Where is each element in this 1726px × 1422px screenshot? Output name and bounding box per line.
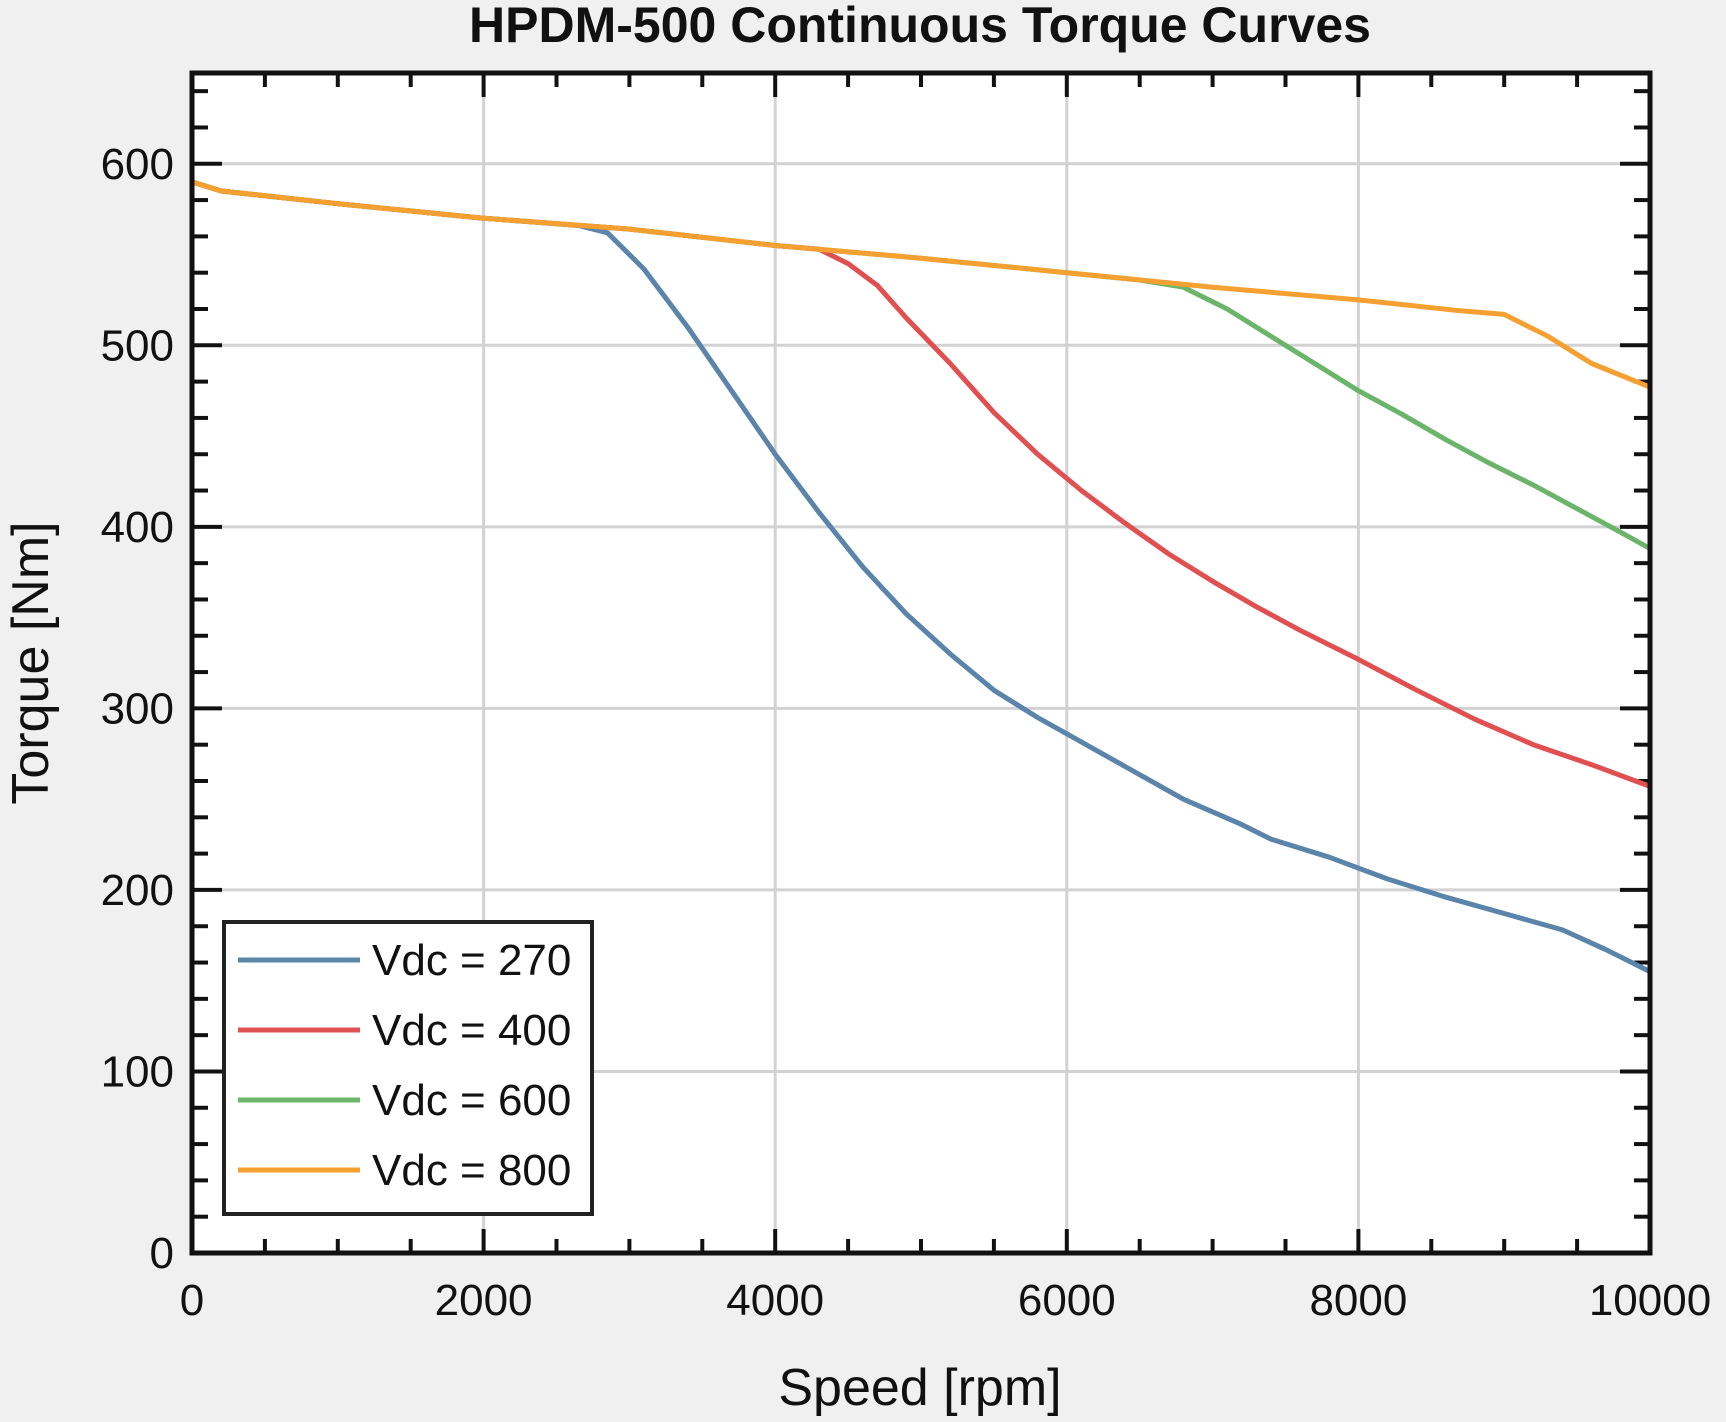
x-tick-label: 8000	[1309, 1276, 1407, 1325]
y-tick-label: 600	[101, 140, 174, 189]
y-tick-label: 300	[101, 684, 174, 733]
series-lines	[189, 179, 1653, 975]
x-tick-label: 6000	[1018, 1276, 1116, 1325]
chart-title: HPDM-500 Continuous Torque Curves	[469, 0, 1371, 53]
y-tick-label: 200	[101, 866, 174, 915]
y-axis-label: Torque [Nm]	[2, 521, 60, 804]
legend-label-3: Vdc = 600	[372, 1076, 571, 1125]
tick-labels: 0 2000 4000 6000 8000 10000 0 100 200 300 400 500 60…	[101, 140, 1712, 1325]
x-axis-label: Speed [rpm]	[778, 1359, 1061, 1417]
y-tick-label: 500	[101, 321, 174, 370]
legend-label-1: Vdc = 270	[372, 936, 571, 985]
legend-label-2: Vdc = 400	[372, 1006, 571, 1055]
x-tick-label: 2000	[435, 1276, 533, 1325]
x-tick-label: 4000	[726, 1276, 824, 1325]
grid-lines	[192, 73, 1650, 1253]
y-tick-label: 100	[101, 1047, 174, 1096]
legend-box	[222, 920, 594, 1216]
y-tick-label: 400	[101, 503, 174, 552]
x-tick-label: 0	[180, 1276, 204, 1325]
series-line-4	[189, 179, 1653, 390]
legend: Vdc = 270 Vdc = 400 Vdc = 600 Vdc = 800	[222, 920, 594, 1216]
x-tick-label: 10000	[1589, 1276, 1711, 1325]
legend-label-4: Vdc = 800	[372, 1146, 571, 1195]
series-line-1	[189, 179, 1653, 975]
axis-ticks	[190, 73, 1652, 1255]
plot-frame	[189, 70, 1653, 1256]
y-tick-label: 0	[150, 1229, 174, 1278]
